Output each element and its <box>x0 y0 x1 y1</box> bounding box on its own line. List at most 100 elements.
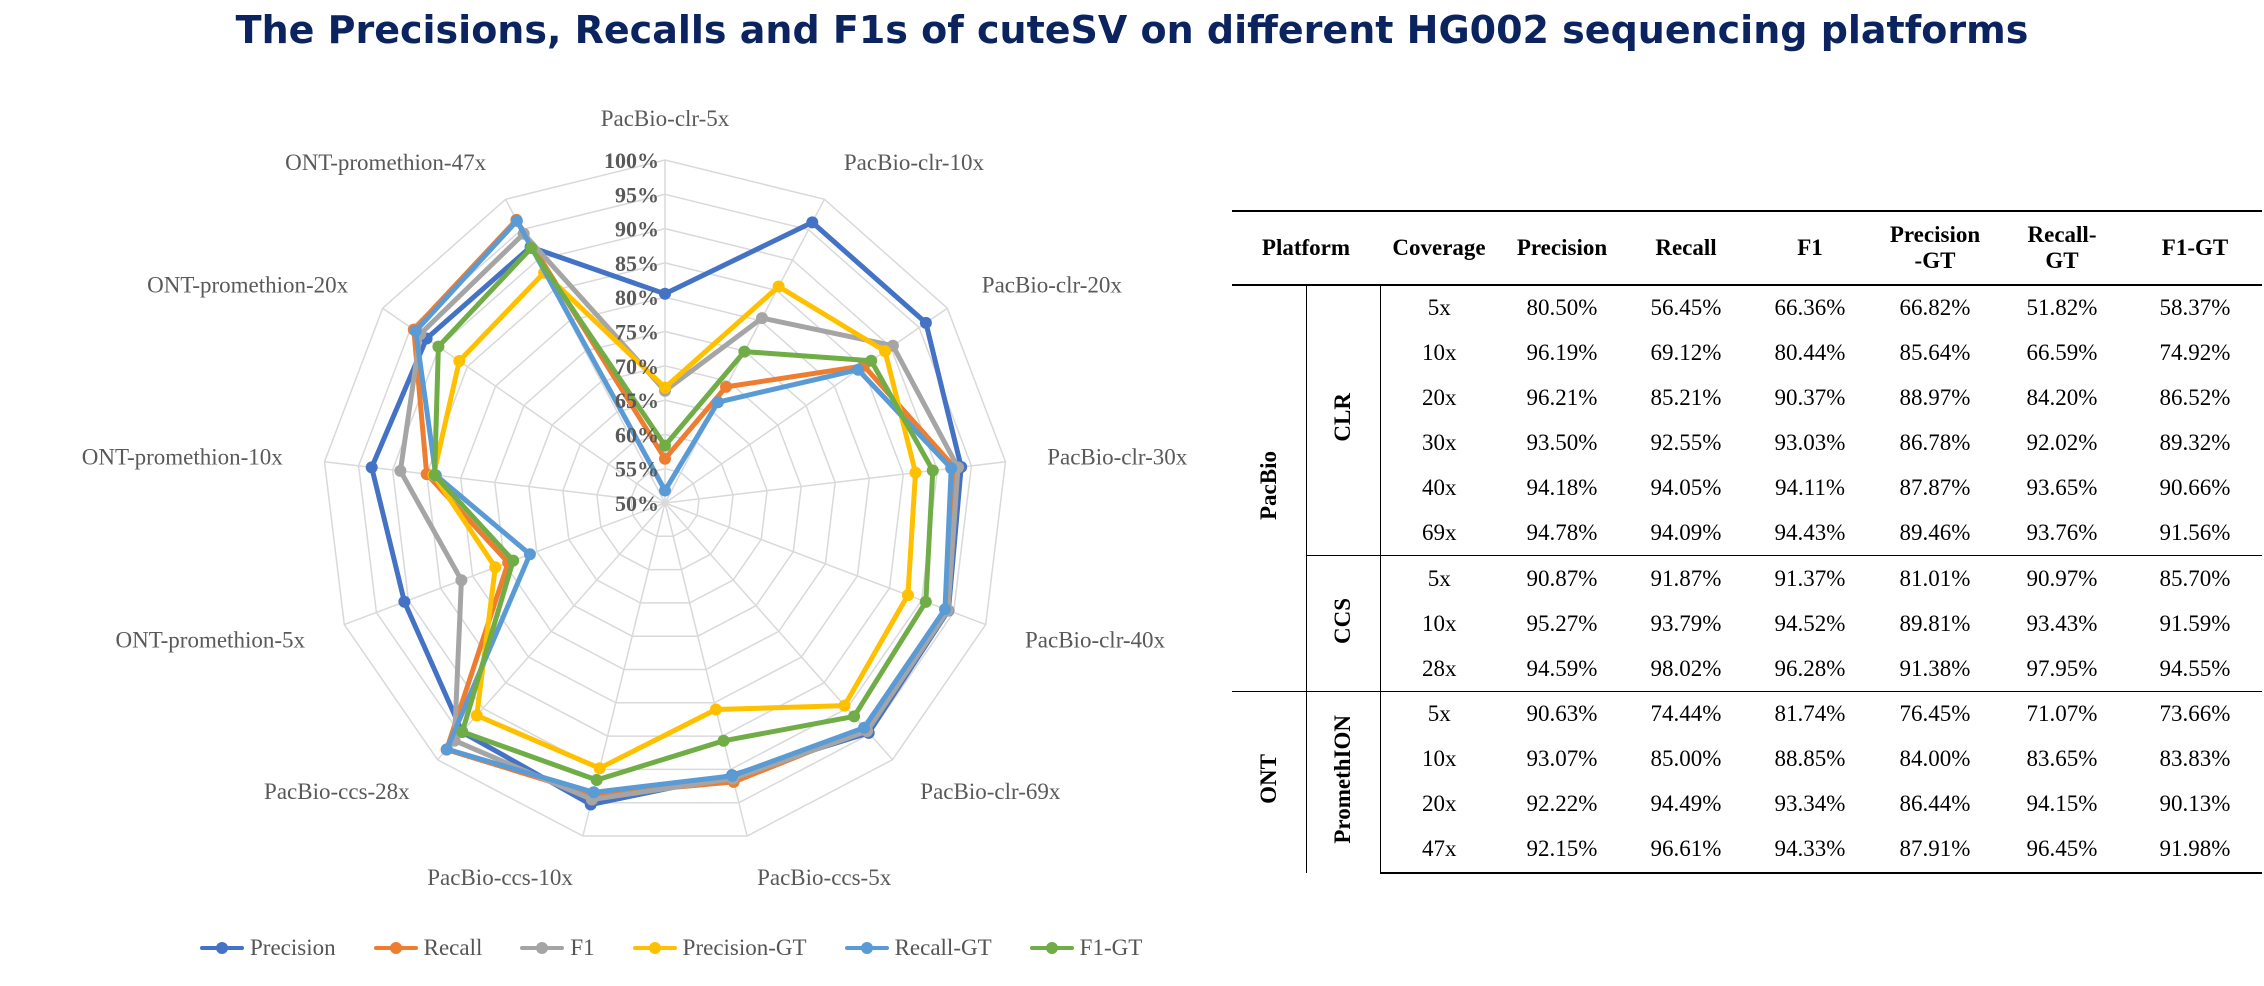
point-f1-gt <box>432 340 445 353</box>
table-cell: 71.07% <box>1996 691 2128 737</box>
radial-tick-label: 55% <box>615 457 659 482</box>
grid-ring <box>494 330 836 671</box>
platform-label: PacBio <box>1255 451 1281 520</box>
table-row: 47x 92.15% 96.61% 94.33% 87.91% 96.45% 91.98% <box>1232 826 2262 874</box>
point-recall-gt <box>587 786 600 799</box>
point-precision-gt <box>772 280 785 293</box>
point-recall-gt <box>659 484 671 497</box>
table-cell: 93.76% <box>2026 519 2098 545</box>
table-cell: 96.28% <box>1774 655 1846 681</box>
point-recall-gt <box>945 462 958 475</box>
point-recall-gt <box>510 214 523 227</box>
platform-cell: PacBio <box>1232 285 1307 692</box>
header-cell: Platform <box>1232 210 1380 286</box>
grid-ring <box>391 227 939 771</box>
table-cell: 93.43% <box>2026 610 2098 636</box>
table-cell: 94.59% <box>1526 655 1598 681</box>
table-cell: 84.20% <box>2026 385 2098 411</box>
point-f1 <box>394 464 407 477</box>
table-cell: 94.49% <box>1650 791 1722 817</box>
header-cell: Recall <box>1626 210 1746 286</box>
axis-label: ONT-promethion-47x <box>285 150 487 175</box>
point-recall-gt <box>409 325 422 337</box>
point-f1-gt <box>919 595 932 608</box>
grid-ring <box>323 159 1007 837</box>
legend-swatch <box>200 942 244 954</box>
table-row: 10x 95.27% 93.79% 94.52% 89.81% 93.43% 91.59% <box>1232 601 2262 646</box>
table-cell: 76.45% <box>1874 691 1996 737</box>
radial-tick-label: 60% <box>615 422 659 447</box>
legend-label: Recall <box>423 935 483 960</box>
series-line-recall-gt <box>413 218 954 795</box>
axis-label: PacBio-ccs-10x <box>427 865 573 890</box>
table-row: ONT PromethION 5x 90.63% 74.44% 81.74% 76.45% 7… <box>1232 691 2262 873</box>
table-cell: 47x <box>1380 826 1498 874</box>
grid-ring <box>459 296 871 704</box>
table-cell: 66.82% <box>1899 295 1971 321</box>
radial-tick-label: 90% <box>615 217 659 242</box>
table-cell: 5x <box>1427 295 1451 321</box>
table-cell: 85.00% <box>1650 746 1722 772</box>
table-cell: 90.63% <box>1498 691 1626 737</box>
header-cell: F1 <box>1746 210 1874 286</box>
table-cell: 74.44% <box>1626 691 1746 737</box>
header-cell: Precision -GT <box>1874 210 1996 286</box>
table-cell: 92.15% <box>1498 826 1626 874</box>
point-precision-gt <box>879 345 891 358</box>
table-cell: 90.97% <box>1996 555 2128 602</box>
grid-ring <box>596 433 734 571</box>
table-cell: 90.37% <box>1774 385 1846 411</box>
grid-spoke <box>664 307 948 504</box>
table-cell: 96.21% <box>1526 385 1598 411</box>
table-cell: 58.37% <box>2159 295 2231 321</box>
grid-spoke <box>664 502 986 626</box>
point-precision <box>365 461 378 474</box>
axis-label: PacBio-clr-40x <box>1025 628 1166 653</box>
legend-item-precision-gt: Precision-GT <box>632 935 807 961</box>
point-f1-gt <box>848 710 861 723</box>
platform-label: ONT <box>1255 754 1281 805</box>
table-cell: 94.33% <box>1746 826 1874 874</box>
point-recall-gt <box>440 743 453 756</box>
table-row: 40x 94.18% 94.05% 94.11% 87.87% 93.65% 90.66% <box>1232 466 2262 511</box>
table-cell: 93.34% <box>1774 791 1846 817</box>
point-recall <box>720 380 732 393</box>
table-cell: 86.52% <box>2159 385 2231 411</box>
legend-item-precision: Precision <box>200 935 336 961</box>
point-f1-gt <box>738 345 751 358</box>
series-line-f1-gt <box>432 245 936 783</box>
table-cell: 69.12% <box>1650 340 1722 366</box>
table-row: 69x 94.78% 94.09% 94.43% 89.46% 93.76% 91.56% <box>1232 510 2262 555</box>
subplatform-label: CLR <box>1330 393 1355 442</box>
radial-tick-label: 75% <box>615 320 659 345</box>
axis-label: ONT-promethion-10x <box>82 445 284 470</box>
table-cell: 94.09% <box>1650 519 1722 545</box>
point-precision <box>398 595 411 608</box>
point-precision <box>919 316 932 329</box>
table-cell: 20x <box>1422 385 1457 411</box>
point-f1-gt <box>717 734 730 747</box>
point-f1-gt <box>428 469 441 481</box>
table-cell: 69x <box>1422 519 1457 545</box>
radar-chart: 50% 55% 60% 65% 70% 75% 80% 85% 90% 95% 100% PacBio… <box>82 110 1188 890</box>
point-recall-gt <box>939 603 951 616</box>
table-cell: 20x <box>1422 791 1457 817</box>
point-precision <box>806 216 819 229</box>
grid-spoke <box>324 460 666 504</box>
table-cell: 91.56% <box>2159 519 2231 545</box>
point-precision-gt <box>901 589 914 602</box>
point-recall-gt <box>523 548 536 561</box>
point-f1-gt <box>456 725 469 738</box>
table-row: 10x 96.19% 69.12% 80.44% 85.64% 66.59% 74.92% <box>1232 331 2262 376</box>
point-f1 <box>455 574 468 587</box>
table-cell: 10x <box>1422 610 1457 636</box>
radial-tick-label: 85% <box>615 251 659 276</box>
table-cell: 94.52% <box>1774 610 1846 636</box>
grid-ring <box>357 193 973 804</box>
table-cell: 90.66% <box>2159 475 2231 500</box>
table-cell: 86.44% <box>1899 791 1971 817</box>
header-cell: Precision <box>1498 210 1626 286</box>
axis-label: ONT-promethion-5x <box>115 628 305 653</box>
grid-spoke <box>664 502 894 761</box>
table-cell: 91.37% <box>1746 555 1874 602</box>
